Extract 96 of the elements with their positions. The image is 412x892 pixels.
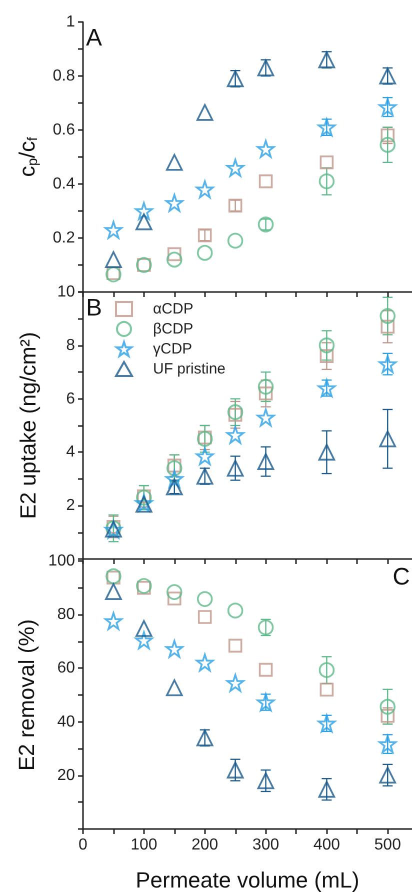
point	[318, 51, 336, 68]
x-tick-label: 200	[192, 836, 218, 854]
point	[226, 426, 244, 444]
point	[104, 612, 122, 630]
point	[320, 682, 334, 697]
y-axis-title: E2 removal (%)	[14, 619, 39, 771]
point	[105, 251, 122, 268]
annotation: B	[86, 294, 102, 322]
y-tick-label: 6	[66, 390, 76, 408]
point	[318, 444, 336, 461]
y-tick-label: 80	[57, 606, 76, 624]
point	[196, 591, 213, 607]
point	[257, 60, 274, 76]
point	[380, 308, 396, 324]
x-tick-label: 100	[130, 836, 158, 854]
x-axis-title: Permeate volume (mL)	[136, 868, 360, 892]
y-axis-title: E2 uptake (ng/cm²)	[16, 332, 40, 520]
point	[318, 338, 335, 354]
point	[380, 136, 396, 153]
point	[226, 762, 244, 778]
point	[196, 468, 214, 485]
point	[258, 174, 273, 188]
point	[378, 355, 397, 373]
y-tick-label: 1	[66, 14, 76, 30]
point	[226, 70, 244, 88]
y-tick-label: 20	[57, 766, 76, 784]
y-axis-title: cp/cf	[14, 136, 40, 177]
point	[226, 460, 244, 477]
y-tick-label: 0.4	[52, 176, 76, 192]
point	[167, 247, 182, 262]
point	[106, 266, 122, 282]
point	[135, 202, 153, 220]
point	[380, 320, 395, 334]
point	[136, 620, 152, 637]
legend-label: UF pristine	[153, 360, 226, 378]
point	[166, 460, 182, 476]
point	[379, 430, 396, 448]
point	[196, 447, 214, 466]
point	[320, 156, 334, 170]
y-tick-label: 2	[66, 497, 76, 514]
x-tick-label: 300	[252, 836, 280, 854]
point	[258, 662, 273, 677]
y-tick-label: 10	[57, 284, 76, 300]
point	[226, 158, 244, 177]
point	[167, 592, 182, 606]
annotation: A	[86, 24, 102, 52]
y-tick-label: 4	[66, 444, 76, 461]
point	[227, 232, 244, 249]
point	[318, 662, 335, 678]
legend-label: βCDP	[153, 320, 194, 338]
point	[227, 602, 244, 618]
point	[196, 729, 214, 746]
point	[257, 453, 274, 470]
point	[196, 244, 213, 261]
point	[166, 584, 182, 600]
y-tick-label: 100	[48, 552, 76, 570]
y-tick-label: 40	[57, 713, 76, 730]
y-tick-label: 60	[57, 660, 76, 677]
x-tick-label: 500	[374, 836, 402, 854]
point	[258, 386, 273, 400]
y-tick-label: 0.8	[52, 68, 76, 84]
point	[258, 378, 274, 395]
point	[196, 654, 214, 672]
point	[105, 583, 122, 600]
point	[379, 68, 396, 84]
point	[318, 118, 336, 136]
point	[256, 693, 275, 712]
point	[196, 104, 214, 121]
point	[380, 698, 396, 715]
legend-label: αCDP	[153, 300, 194, 318]
point	[257, 772, 274, 790]
point	[378, 735, 397, 753]
legend-label: γCDP	[153, 340, 192, 358]
y-tick-label: 0.2	[52, 230, 76, 246]
point	[318, 379, 336, 398]
point	[256, 408, 275, 426]
point	[166, 252, 182, 268]
point	[166, 154, 183, 171]
y-tick-label: 8	[66, 336, 76, 354]
point	[135, 631, 153, 650]
point	[320, 349, 334, 363]
point	[136, 213, 152, 230]
point	[198, 610, 212, 624]
point	[228, 638, 242, 653]
y-tick-label: 0.6	[52, 122, 76, 138]
point	[228, 408, 242, 422]
point	[227, 404, 244, 420]
point	[318, 780, 336, 798]
x-tick-label: 0	[78, 836, 88, 854]
point	[378, 98, 397, 116]
point	[379, 766, 396, 784]
x-tick-label: 400	[313, 836, 340, 854]
point	[166, 679, 183, 696]
annotation: C	[392, 564, 410, 590]
point	[167, 458, 182, 472]
point	[318, 173, 335, 190]
